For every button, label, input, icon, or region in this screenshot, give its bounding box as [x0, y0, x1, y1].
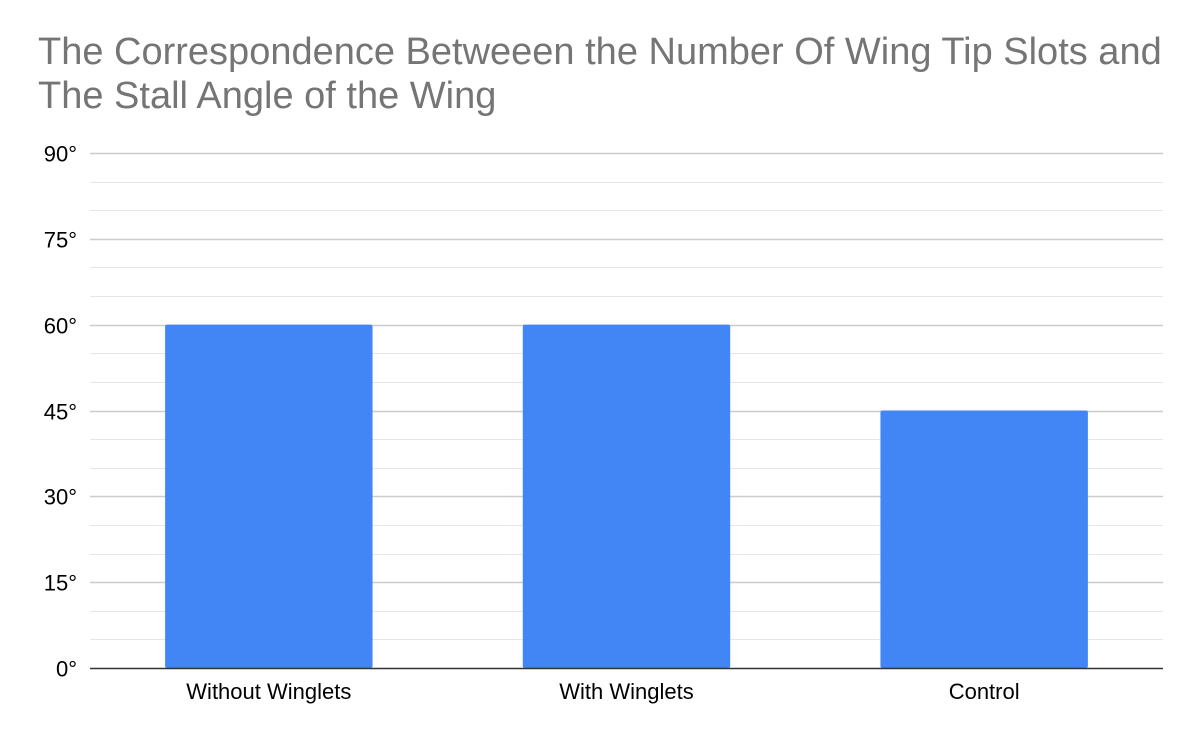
y-tick-label: 30° — [44, 485, 77, 510]
chart-title: The Correspondence Betweeen the Number O… — [38, 31, 1162, 117]
x-tick-label: Without Winglets — [186, 679, 351, 704]
y-tick-label: 90° — [44, 142, 77, 167]
x-tick-label: With Winglets — [559, 679, 693, 704]
y-tick-label: 75° — [44, 228, 77, 253]
x-tick-label: Control — [949, 679, 1020, 704]
y-tick-label: 15° — [44, 571, 77, 596]
y-axis-ticks: 0° 15° 30° 45° 60° 75° 90° — [44, 142, 77, 682]
bars — [165, 324, 1088, 668]
bar — [522, 324, 731, 668]
y-tick-label: 0° — [56, 657, 77, 682]
bar — [165, 324, 373, 668]
y-tick-label: 45° — [44, 400, 77, 425]
y-tick-label: 60° — [44, 314, 77, 339]
bar — [880, 410, 1088, 668]
x-axis-ticks: Without Winglets With Winglets Control — [186, 679, 1019, 704]
